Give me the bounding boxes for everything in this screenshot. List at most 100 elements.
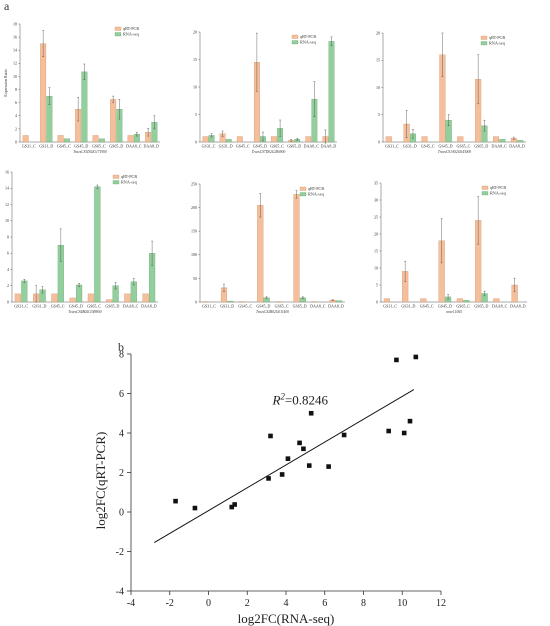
x-tick-label: 2 xyxy=(245,598,250,609)
y-tick-label: 10 xyxy=(376,85,380,90)
gene-name-label: novel.1065 xyxy=(446,310,462,314)
x-tick-label: 12 xyxy=(436,598,446,609)
x-tick-label: GS45_C xyxy=(238,304,252,309)
y-tick-label: 0 xyxy=(378,139,380,144)
x-tick-label: GS65_D xyxy=(105,304,119,309)
y-tick-label: 0 xyxy=(7,299,9,304)
x-tick-label: GS65_C xyxy=(457,144,471,149)
scatter-point xyxy=(326,464,331,469)
legend-label: RNA-seq xyxy=(121,180,138,185)
x-tick-label: GS45_C xyxy=(57,144,71,149)
bar-rna-seq xyxy=(21,280,28,303)
r-squared-annotation: R2=0.8246 xyxy=(271,391,328,407)
x-tick-label: GS45_D xyxy=(438,304,452,309)
x-tick-label: -4 xyxy=(127,598,135,609)
y-tick-label: 18 xyxy=(13,21,17,26)
x-tick-label: -2 xyxy=(166,598,174,609)
y-tick-label: -2 xyxy=(116,547,124,558)
y-tick-label: 5 xyxy=(378,112,380,117)
y-tick-label: 2 xyxy=(119,468,124,479)
legend-swatch xyxy=(481,191,489,196)
bar-rna-seq xyxy=(328,41,335,143)
x-tick-label: DAA8_D xyxy=(141,304,157,309)
gene-name-label: TraesCS2B02G011400 xyxy=(256,310,289,314)
legend-label: RNA-seq xyxy=(308,192,325,197)
panel-label-a: a xyxy=(4,0,10,13)
bar-chart-6: 0 5 10 15 20 25 30 35 GS31_C GS31_D GS45_C GS45_D GS… xyxy=(374,180,527,314)
bar-chart-3: 0 5 10 15 20 GS31_C GS31_D GS45_C GS45_D GS65_C GS… xyxy=(376,30,526,154)
legend-label: qRT-PCR xyxy=(490,185,506,190)
y-tick-label: 100 xyxy=(191,252,197,257)
y-tick-label: 4 xyxy=(7,267,9,272)
x-tick-label: DAA8_D xyxy=(510,304,526,309)
bar-rna-seq xyxy=(499,139,506,143)
y-tick-label: 4 xyxy=(15,113,17,118)
x-axis-label: log2FC(RNA-seq) xyxy=(238,611,335,626)
x-tick-label: DAA8_D xyxy=(321,144,337,149)
x-tick-label: DAA8_C xyxy=(492,304,508,309)
x-tick-label: DAA8_C xyxy=(123,304,139,309)
legend-swatch xyxy=(114,32,122,37)
bar-qrt-pcr xyxy=(22,135,29,143)
legend-label: qRT-PCR xyxy=(308,186,324,191)
bar-rna-seq xyxy=(63,138,70,143)
x-tick-label: GS65_C xyxy=(270,144,284,149)
legend-label: RNA-seq xyxy=(300,40,317,45)
y-tick-label: 15 xyxy=(376,58,380,63)
y-tick-label: 8 xyxy=(119,350,124,361)
x-tick-label: GS45_C xyxy=(420,304,434,309)
x-tick-label: DAA8_C xyxy=(304,144,320,149)
y-tick-label: 20 xyxy=(193,29,197,34)
y-tick-label: 12 xyxy=(5,202,9,207)
y-tick-label: 8 xyxy=(7,234,9,239)
r-value: =0.8246 xyxy=(285,392,329,407)
scatter-point xyxy=(279,472,285,477)
y-tick-label: 15 xyxy=(193,57,197,62)
y-tick-label: 8 xyxy=(15,87,17,92)
x-tick-label: GS31_C xyxy=(14,304,28,309)
bar-qrt-pcr xyxy=(51,293,58,303)
y-tick-label: 14 xyxy=(13,48,17,53)
bar-rna-seq xyxy=(81,71,88,143)
y-tick-label: 4 xyxy=(119,429,124,440)
legend-swatch xyxy=(112,174,120,179)
bar-qrt-pcr xyxy=(202,136,209,143)
y-tick-label: 150 xyxy=(191,229,197,234)
y-tick-label: 10 xyxy=(193,84,197,89)
gene-name-label: TraesCS1D02G171900 xyxy=(73,150,107,154)
scatter-point xyxy=(266,476,271,481)
x-tick-label: GS45_C xyxy=(421,144,435,149)
legend-label: qRT-PCR xyxy=(121,174,137,179)
bar-qrt-pcr xyxy=(57,135,64,143)
y-tick-label: 10 xyxy=(374,265,378,270)
scatter-point xyxy=(297,440,302,446)
x-tick-label: GS31_C xyxy=(385,144,399,149)
y-tick-label: 6 xyxy=(119,389,124,400)
scatter-point xyxy=(394,357,399,363)
y-tick-label: 35 xyxy=(374,180,378,185)
x-tick-label: GS45_D xyxy=(439,144,453,149)
x-tick-label: GS31_C xyxy=(202,304,216,309)
panel-label-b: b xyxy=(118,340,124,354)
scatter-point xyxy=(192,505,198,511)
y-tick-label: 250 xyxy=(191,181,197,186)
x-tick-label: DAA8_D xyxy=(328,304,344,309)
legend-label: qRT-PCR xyxy=(123,26,139,31)
x-tick-label: GS65_D xyxy=(293,304,307,309)
bar-qrt-pcr xyxy=(421,136,428,143)
y-tick-label: -4 xyxy=(116,587,124,598)
bar-rna-seq xyxy=(76,284,83,303)
bar-rna-seq xyxy=(463,300,470,303)
x-tick-label: GS65_C xyxy=(275,304,289,309)
bar-qrt-pcr xyxy=(110,99,117,143)
y-tick-label: 2 xyxy=(15,126,17,131)
y-tick-label: 20 xyxy=(374,231,378,236)
y-tick-label: 0 xyxy=(119,508,124,519)
y-tick-label: 0 xyxy=(195,139,197,144)
scatter-point xyxy=(386,428,391,434)
r-superscript: 2 xyxy=(280,391,285,401)
bar-rna-seq xyxy=(225,139,232,143)
x-tick-label: GS65_D xyxy=(287,144,301,149)
